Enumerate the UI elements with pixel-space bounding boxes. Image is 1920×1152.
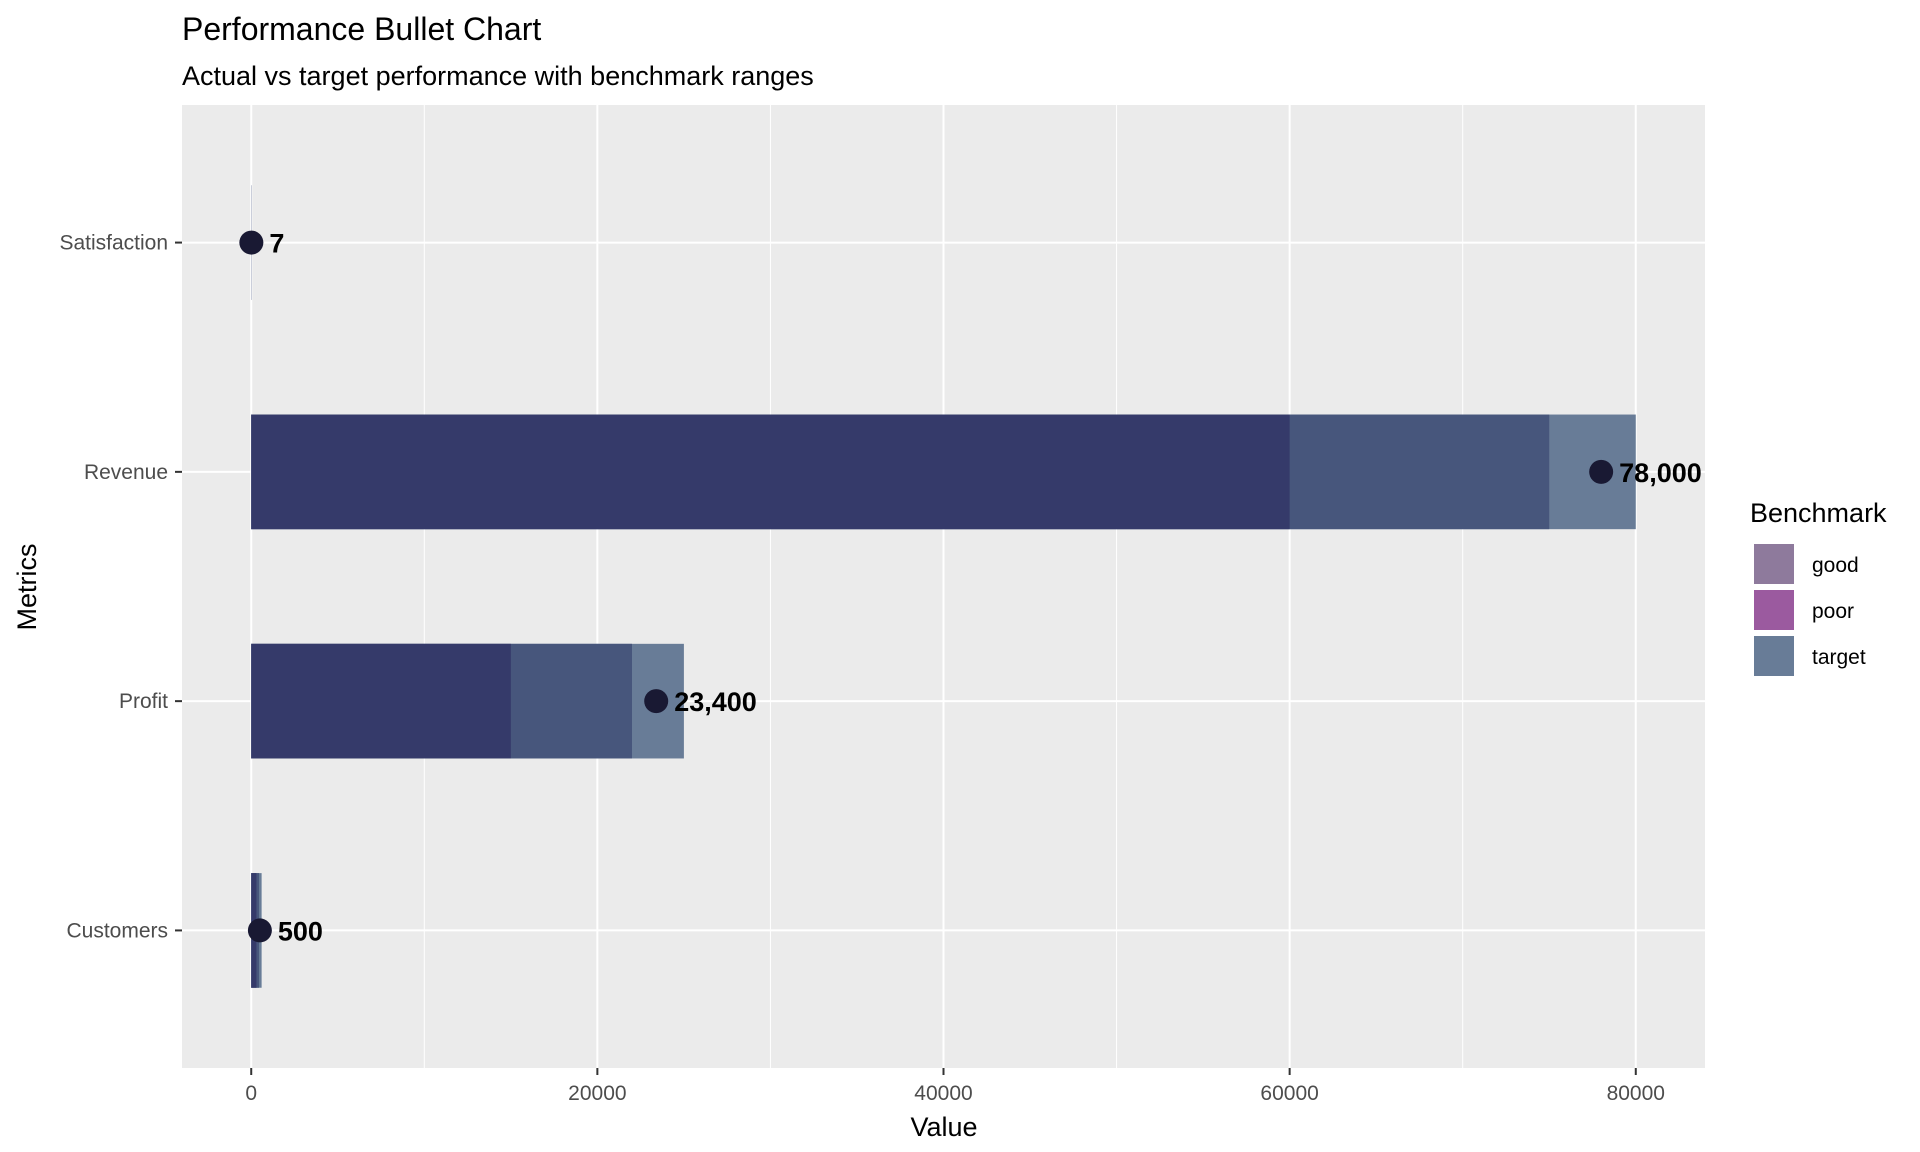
legend-items: good poor target	[1752, 542, 1866, 678]
actual-value-label: 500	[278, 916, 323, 946]
bar-poor-revenue	[251, 414, 1290, 530]
legend-label-poor: poor	[1812, 600, 1854, 623]
actual-value-label: 78,000	[1619, 458, 1702, 488]
y-tick-label: Revenue	[84, 461, 168, 484]
x-tick-label: 60000	[1260, 1082, 1318, 1105]
benchmark-bars	[251, 185, 1636, 988]
x-tick-label: 40000	[914, 1082, 972, 1105]
actual-point-profit	[644, 689, 669, 714]
legend-title: Benchmark	[1750, 498, 1887, 528]
legend-label-good: good	[1812, 554, 1859, 577]
actual-points	[239, 230, 1614, 943]
actual-value-label: 23,400	[674, 687, 757, 717]
legend-label-target: target	[1812, 646, 1866, 669]
y-tick-label: Satisfaction	[59, 232, 168, 255]
actual-value-label: 7	[269, 229, 284, 259]
x-axis-title: Value	[910, 1112, 977, 1142]
actual-point-satisfaction	[239, 230, 264, 255]
y-axis-title: Metrics	[12, 544, 42, 631]
x-axis: 0 20000 40000 60000 80000	[245, 1068, 1665, 1105]
chart-title: Performance Bullet Chart	[182, 11, 541, 47]
chart-subtitle: Actual vs target performance with benchm…	[182, 61, 814, 91]
legend-swatch-poor	[1754, 590, 1794, 630]
bar-poor-profit	[251, 643, 511, 759]
y-tick-label: Profit	[119, 690, 168, 713]
legend-swatch-target	[1754, 636, 1794, 676]
actual-value-labels: 7 78,000 23,400 500	[269, 229, 1701, 947]
actual-point-customers	[247, 918, 272, 943]
x-tick-label: 20000	[568, 1082, 626, 1105]
x-tick-label: 0	[245, 1082, 257, 1105]
x-tick-label: 80000	[1607, 1082, 1665, 1105]
legend: Benchmark good poor target	[1750, 498, 1887, 678]
legend-swatch-good	[1754, 544, 1794, 584]
y-axis: Satisfaction Revenue Profit Customers	[59, 232, 182, 942]
y-tick-label: Customers	[66, 919, 168, 942]
actual-point-revenue	[1589, 459, 1614, 484]
